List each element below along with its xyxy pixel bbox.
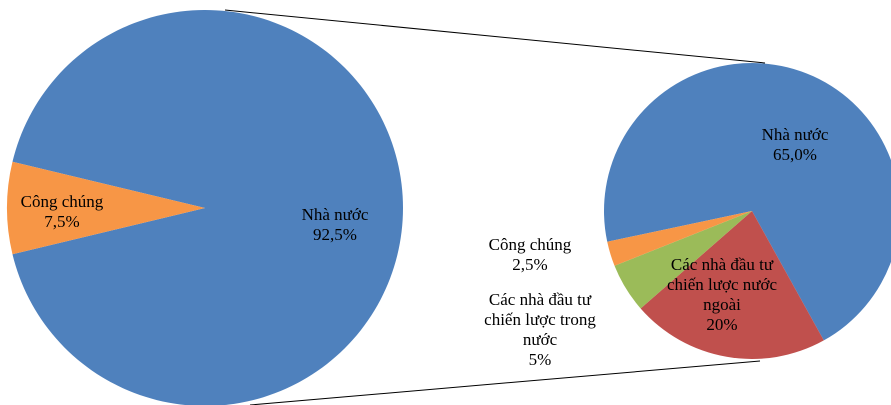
slice-label: Công chúng 2,5% [475, 235, 585, 275]
slice-value: 20% [706, 315, 738, 334]
slice-value: 65,0% [773, 145, 817, 164]
connector-line [224, 9, 766, 64]
pie-slice [614, 211, 752, 309]
connector-line [249, 360, 761, 405]
slice-name: Công chúng [20, 192, 104, 211]
slice-label: Nhà nước 92,5% [275, 205, 395, 245]
slice-name: Nhà nước [761, 125, 829, 144]
slice-value: 2,5% [512, 255, 548, 274]
slice-value: 7,5% [44, 212, 80, 231]
slice-name: Nhà nước [301, 205, 369, 224]
pie-slice [640, 211, 824, 359]
slice-label: Nhà nước 65,0% [740, 125, 850, 165]
slice-label: Các nhà đầu tư chiến lược nước ngoài 20% [655, 255, 790, 335]
pie-slice [607, 211, 752, 266]
slice-name: Các nhà đầu tư chiến lược trong nước [484, 290, 596, 349]
slice-label: Các nhà đầu tư chiến lược trong nước 5% [470, 290, 610, 370]
pie-slice [604, 63, 891, 341]
slice-name: Các nhà đầu tư chiến lược nước ngoài [666, 255, 778, 314]
slice-label: Công chúng 7,5% [7, 192, 117, 232]
pie-slice [12, 10, 403, 405]
slice-value: 5% [528, 350, 552, 369]
slice-name: Công chúng [488, 235, 572, 254]
pie-slice [7, 161, 206, 255]
slice-value: 92,5% [313, 225, 357, 244]
